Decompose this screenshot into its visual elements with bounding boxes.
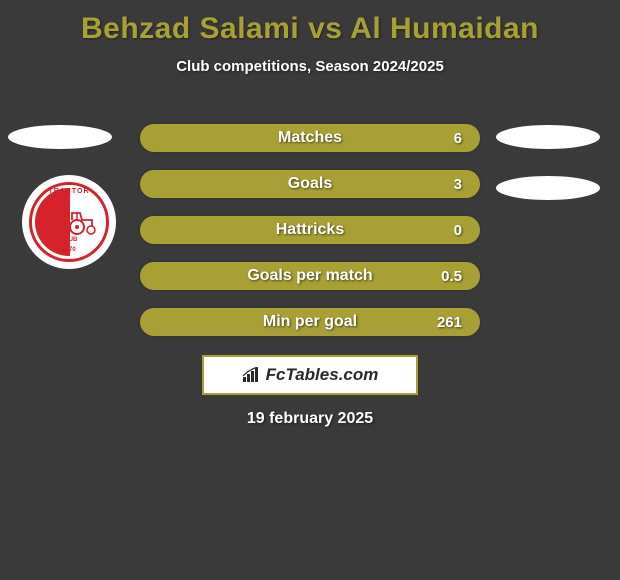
- club-badge-inner: TRACTOR CLUB 1970: [29, 182, 109, 262]
- page-title: Behzad Salami vs Al Humaidan: [0, 0, 620, 46]
- stat-value: 261: [437, 314, 462, 331]
- stat-label: Matches: [278, 129, 342, 147]
- stats-bars: Matches 6 Goals 3 Hattricks 0 Goals per …: [138, 122, 482, 352]
- stat-label: Goals per match: [247, 267, 372, 285]
- brand-name: FcTables.com: [266, 365, 379, 385]
- stat-bar: Matches 6: [138, 122, 482, 154]
- stat-label: Hattricks: [276, 221, 344, 239]
- tractor-icon: [68, 207, 96, 235]
- stat-bar: Goals 3: [138, 168, 482, 200]
- stat-bar: Hattricks 0: [138, 214, 482, 246]
- club-badge-red-half: [35, 188, 70, 256]
- stat-value: 0.5: [441, 268, 462, 285]
- comparison-infographic: Behzad Salami vs Al Humaidan Club compet…: [0, 0, 620, 580]
- bar-chart-icon: [242, 367, 262, 383]
- stat-value: 3: [454, 176, 462, 193]
- stat-label: Min per goal: [263, 313, 357, 331]
- club-badge-club: CLUB: [32, 237, 106, 243]
- date-text: 19 february 2025: [0, 410, 620, 428]
- player-left-placeholder: [8, 125, 112, 149]
- stat-value: 6: [454, 130, 462, 147]
- club-badge-name: TRACTOR: [32, 188, 106, 195]
- club-badge: TRACTOR CLUB 1970: [22, 175, 116, 269]
- brand-attribution[interactable]: FcTables.com: [202, 355, 418, 395]
- stat-value: 0: [454, 222, 462, 239]
- player-right-placeholder-1: [496, 125, 600, 149]
- player-right-placeholder-2: [496, 176, 600, 200]
- stat-bar: Goals per match 0.5: [138, 260, 482, 292]
- subtitle: Club competitions, Season 2024/2025: [0, 58, 620, 75]
- stat-label: Goals: [288, 175, 332, 193]
- stat-bar: Min per goal 261: [138, 306, 482, 338]
- club-badge-year: 1970: [32, 247, 106, 253]
